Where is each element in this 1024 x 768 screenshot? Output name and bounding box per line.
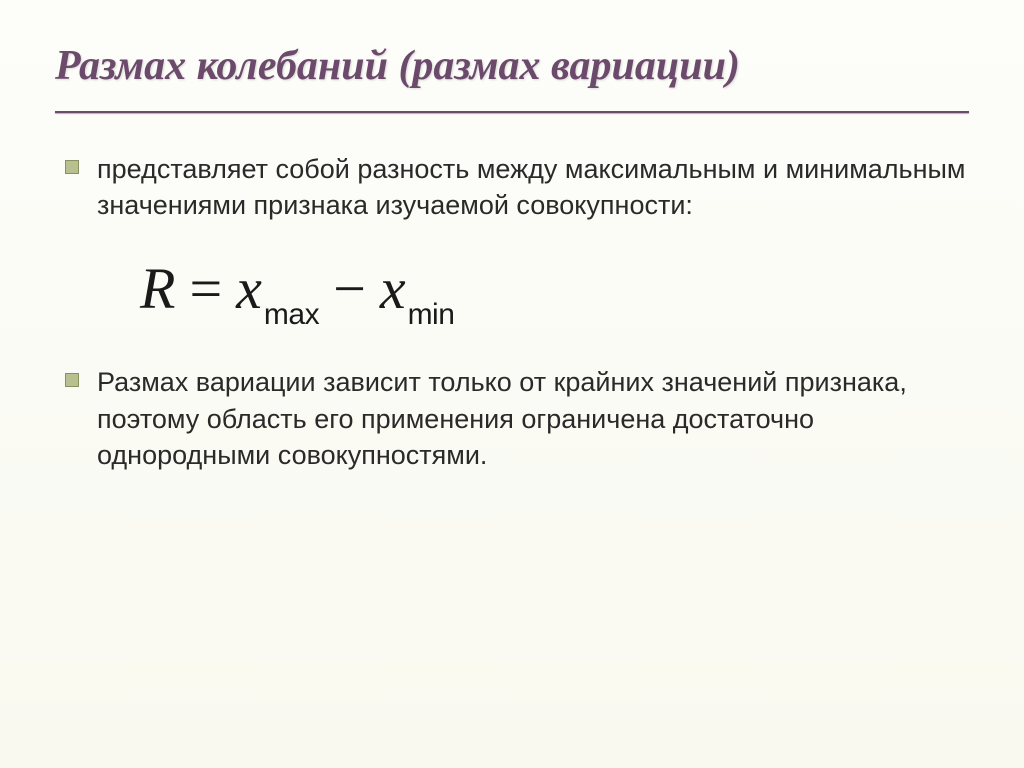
bullet-item: представляет собой разность между максим… bbox=[65, 151, 969, 224]
formula-equals: = bbox=[189, 255, 222, 322]
title-underline bbox=[55, 111, 969, 113]
formula-term2-var: x bbox=[380, 255, 406, 322]
formula-term1-sub: max bbox=[264, 298, 319, 332]
bullet-square-icon bbox=[65, 373, 79, 387]
formula: R = x max − x min bbox=[140, 255, 969, 322]
formula-minus: − bbox=[333, 255, 366, 322]
formula-term1-var: x bbox=[236, 255, 262, 322]
slide-title: Размах колебаний (размах вариации) bbox=[55, 40, 969, 93]
formula-lhs: R bbox=[140, 255, 175, 322]
slide-container: Размах колебаний (размах вариации) предс… bbox=[0, 0, 1024, 768]
bullet-square-icon bbox=[65, 160, 79, 174]
bullet-text: Размах вариации зависит только от крайни… bbox=[97, 364, 969, 473]
slide-content: представляет собой разность между максим… bbox=[55, 151, 969, 474]
bullet-item: Размах вариации зависит только от крайни… bbox=[65, 364, 969, 473]
bullet-text: представляет собой разность между максим… bbox=[97, 151, 969, 224]
formula-term2-sub: min bbox=[408, 298, 455, 332]
